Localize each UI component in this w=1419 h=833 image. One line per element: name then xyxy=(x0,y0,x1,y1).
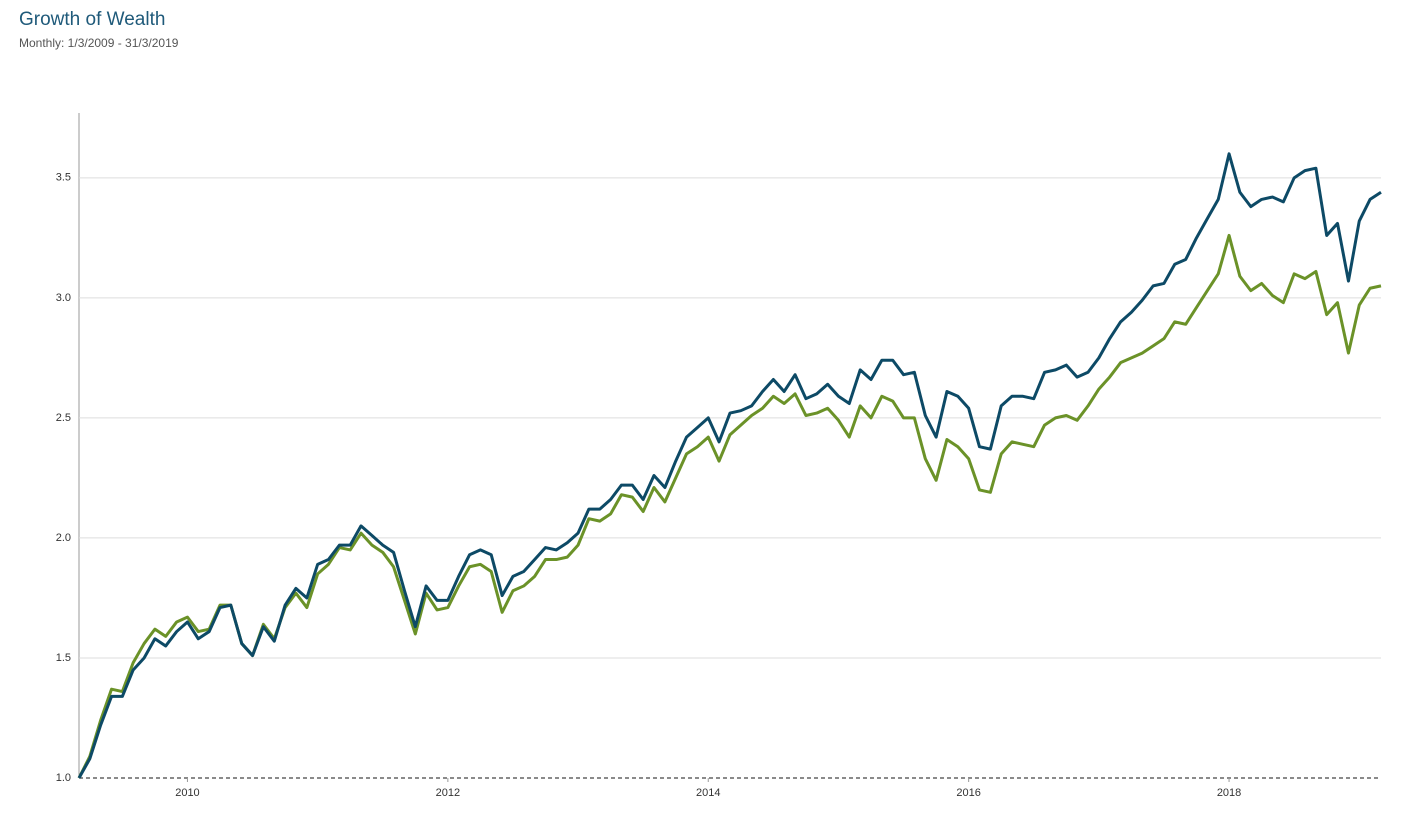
y-tick-label: 3.5 xyxy=(56,172,71,184)
x-tick-label: 2010 xyxy=(175,787,199,799)
y-tick-label: 3.0 xyxy=(56,292,71,304)
series-line xyxy=(77,233,1382,779)
x-tick-label: 2012 xyxy=(436,787,460,799)
x-tick-label: 2014 xyxy=(696,787,720,799)
y-tick-label: 2.5 xyxy=(56,412,71,424)
chart-title: Growth of Wealth xyxy=(19,9,165,30)
x-tick-label: 2018 xyxy=(1217,787,1241,799)
chart-subtitle: Monthly: 1/3/2009 - 31/3/2019 xyxy=(19,36,179,50)
y-tick-label: 1.0 xyxy=(56,772,71,784)
y-tick-label: 2.0 xyxy=(56,532,71,544)
series-line xyxy=(77,152,1382,779)
y-tick-label: 1.5 xyxy=(56,652,71,664)
x-tick-label: 2016 xyxy=(956,787,980,799)
